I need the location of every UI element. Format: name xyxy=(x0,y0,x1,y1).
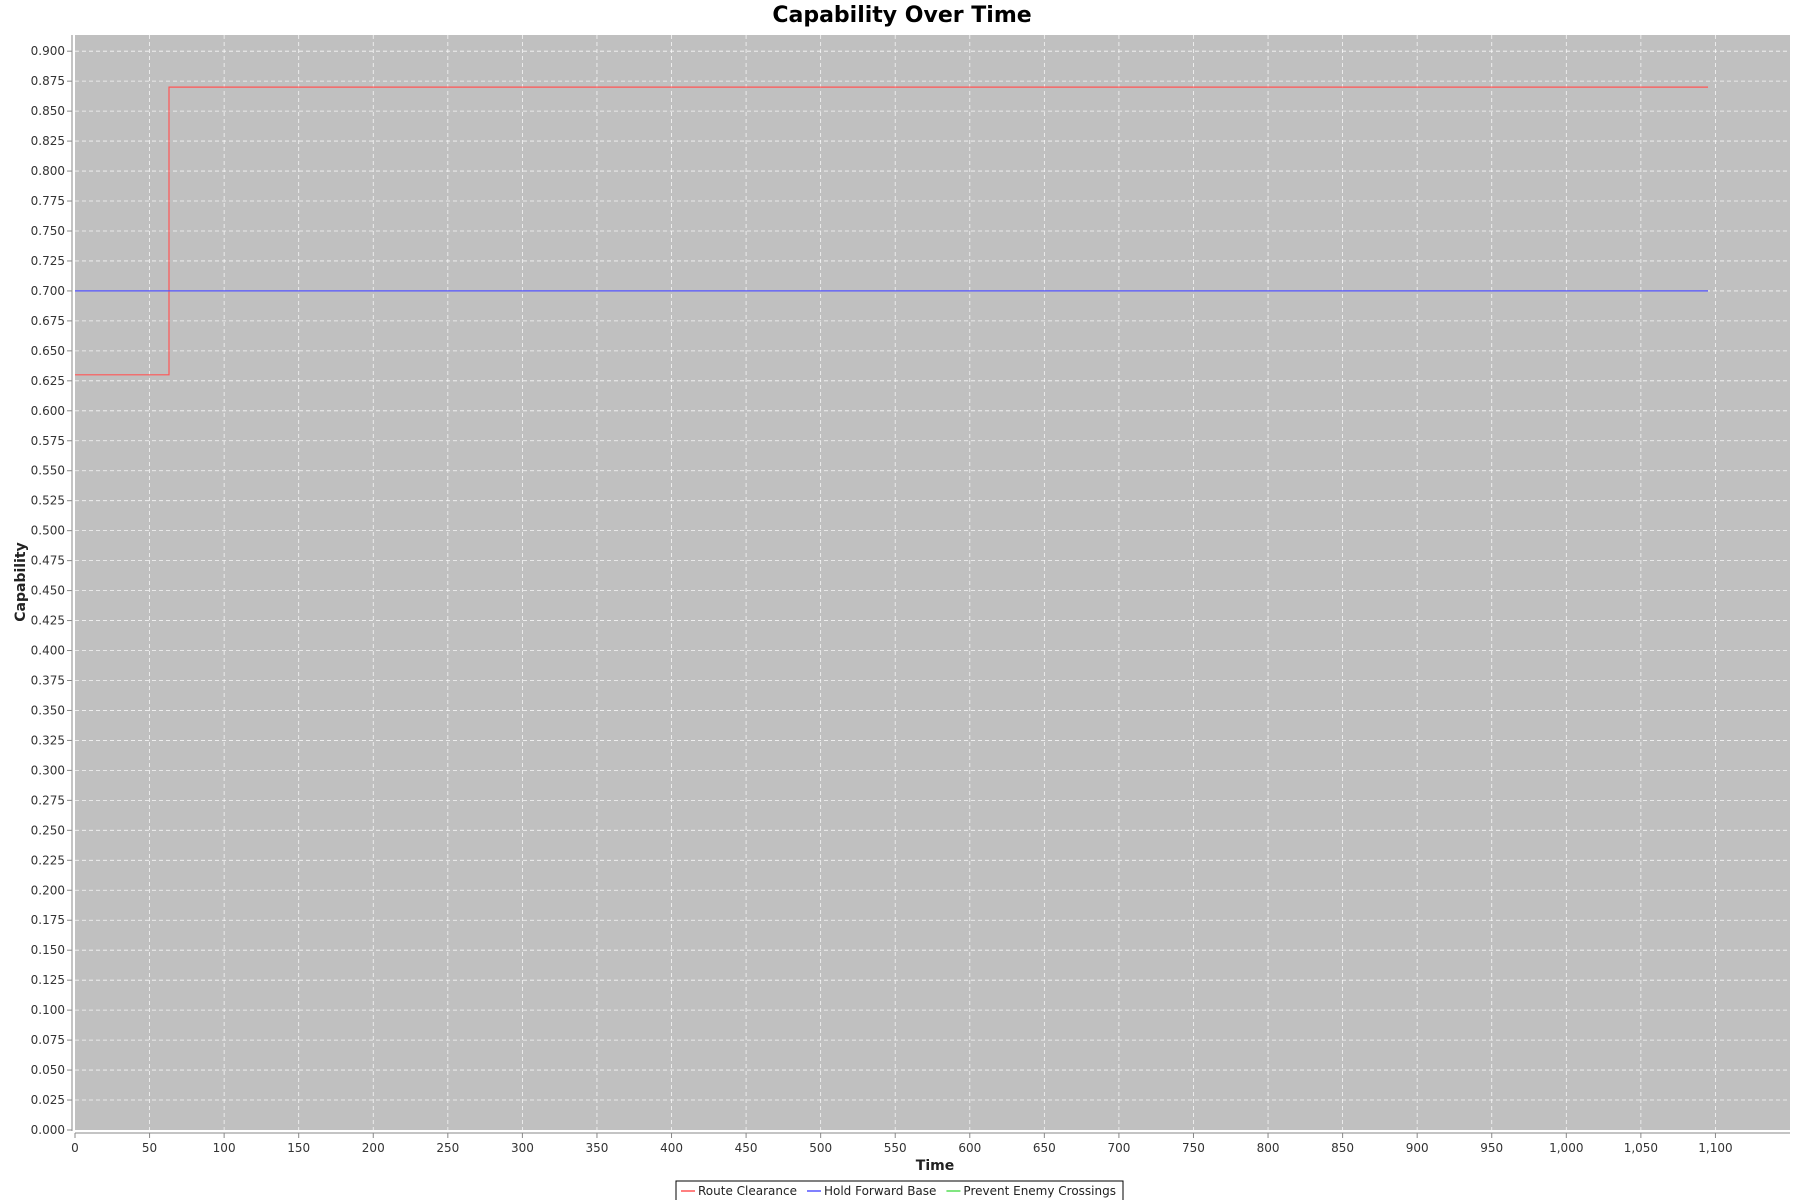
legend-label-route-clearance: Route Clearance xyxy=(698,1184,797,1198)
y-tick-label: 0.750 xyxy=(31,224,65,238)
x-tick-label: 750 xyxy=(1182,1141,1205,1155)
y-tick-label: 0.575 xyxy=(31,434,65,448)
x-tick-label: 150 xyxy=(287,1141,310,1155)
plot-background xyxy=(75,35,1790,1130)
y-tick-label: 0.050 xyxy=(31,1063,65,1077)
y-tick-label: 0.600 xyxy=(31,404,65,418)
y-tick-label: 0.100 xyxy=(31,1003,65,1017)
y-tick-label: 0.725 xyxy=(31,254,65,268)
x-tick-label: 250 xyxy=(436,1141,459,1155)
x-tick-label: 550 xyxy=(884,1141,907,1155)
y-tick-label: 0.175 xyxy=(31,913,65,927)
ticks: 0 50 100 150 200 250 300 350 400 450 500 550 600 650 7… xyxy=(31,44,1733,1155)
x-tick-label: 1,000 xyxy=(1549,1141,1583,1155)
y-tick-label: 0.700 xyxy=(31,284,65,298)
y-tick-label: 0.650 xyxy=(31,344,65,358)
x-tick-label: 1,050 xyxy=(1624,1141,1658,1155)
y-tick-label: 0.200 xyxy=(31,883,65,897)
y-tick-label: 0.400 xyxy=(31,644,65,658)
y-tick-label: 0.625 xyxy=(31,374,65,388)
y-tick-label: 0.800 xyxy=(31,164,65,178)
y-tick-label: 0.000 xyxy=(31,1123,65,1137)
y-tick-label: 0.525 xyxy=(31,494,65,508)
x-tick-label: 850 xyxy=(1331,1141,1354,1155)
y-tick-label: 0.250 xyxy=(31,823,65,837)
x-tick-label: 50 xyxy=(142,1141,157,1155)
legend: Route Clearance Hold Forward Base Prevent … xyxy=(675,1180,1124,1200)
x-tick-label: 200 xyxy=(362,1141,385,1155)
x-tick-label: 100 xyxy=(213,1141,236,1155)
y-tick-label: 0.350 xyxy=(31,703,65,717)
y-tick-label: 0.325 xyxy=(31,733,65,747)
x-tick-label: 950 xyxy=(1480,1141,1503,1155)
y-tick-label: 0.675 xyxy=(31,314,65,328)
axes xyxy=(71,35,1790,1134)
y-tick-label: 0.125 xyxy=(31,973,65,987)
y-tick-label: 0.150 xyxy=(31,943,65,957)
legend-label-prevent-enemy-crossings: Prevent Enemy Crossings xyxy=(963,1184,1116,1198)
grid-lines xyxy=(75,35,1790,1130)
y-tick-label: 0.825 xyxy=(31,134,65,148)
y-tick-label: 0.300 xyxy=(31,763,65,777)
y-tick-label: 0.425 xyxy=(31,614,65,628)
y-tick-label: 0.075 xyxy=(31,1033,65,1047)
y-tick-label: 0.475 xyxy=(31,554,65,568)
x-tick-label: 700 xyxy=(1107,1141,1130,1155)
x-tick-label: 500 xyxy=(809,1141,832,1155)
y-tick-label: 0.550 xyxy=(31,464,65,478)
y-tick-label: 0.900 xyxy=(31,44,65,58)
y-tick-label: 0.450 xyxy=(31,584,65,598)
legend-box xyxy=(675,1180,1124,1200)
y-tick-label: 0.275 xyxy=(31,793,65,807)
y-tick-label: 0.225 xyxy=(31,853,65,867)
x-tick-label: 650 xyxy=(1033,1141,1056,1155)
x-tick-label: 800 xyxy=(1257,1141,1280,1155)
y-tick-label: 0.850 xyxy=(31,104,65,118)
y-tick-label: 0.775 xyxy=(31,194,65,208)
x-tick-label: 900 xyxy=(1406,1141,1429,1155)
x-tick-label: 1,100 xyxy=(1698,1141,1732,1155)
x-tick-label: 300 xyxy=(511,1141,534,1155)
y-tick-label: 0.025 xyxy=(31,1093,65,1107)
y-axis-label: Capability xyxy=(13,542,29,621)
y-tick-label: 0.375 xyxy=(31,673,65,687)
series-line-route-clearance xyxy=(75,86,1708,376)
y-tick-label: 0.500 xyxy=(31,524,65,538)
x-tick-label: 450 xyxy=(735,1141,758,1155)
chart-title: Capability Over Time xyxy=(772,3,1031,28)
legend-label-hold-forward-base: Hold Forward Base xyxy=(824,1184,936,1198)
x-tick-label: 400 xyxy=(660,1141,683,1155)
x-tick-label: 0 xyxy=(71,1141,79,1155)
series xyxy=(75,86,1708,376)
x-tick-label: 600 xyxy=(958,1141,981,1155)
y-tick-label: 0.875 xyxy=(31,74,65,88)
x-axis-label: Time xyxy=(916,1158,954,1174)
x-tick-label: 350 xyxy=(586,1141,609,1155)
